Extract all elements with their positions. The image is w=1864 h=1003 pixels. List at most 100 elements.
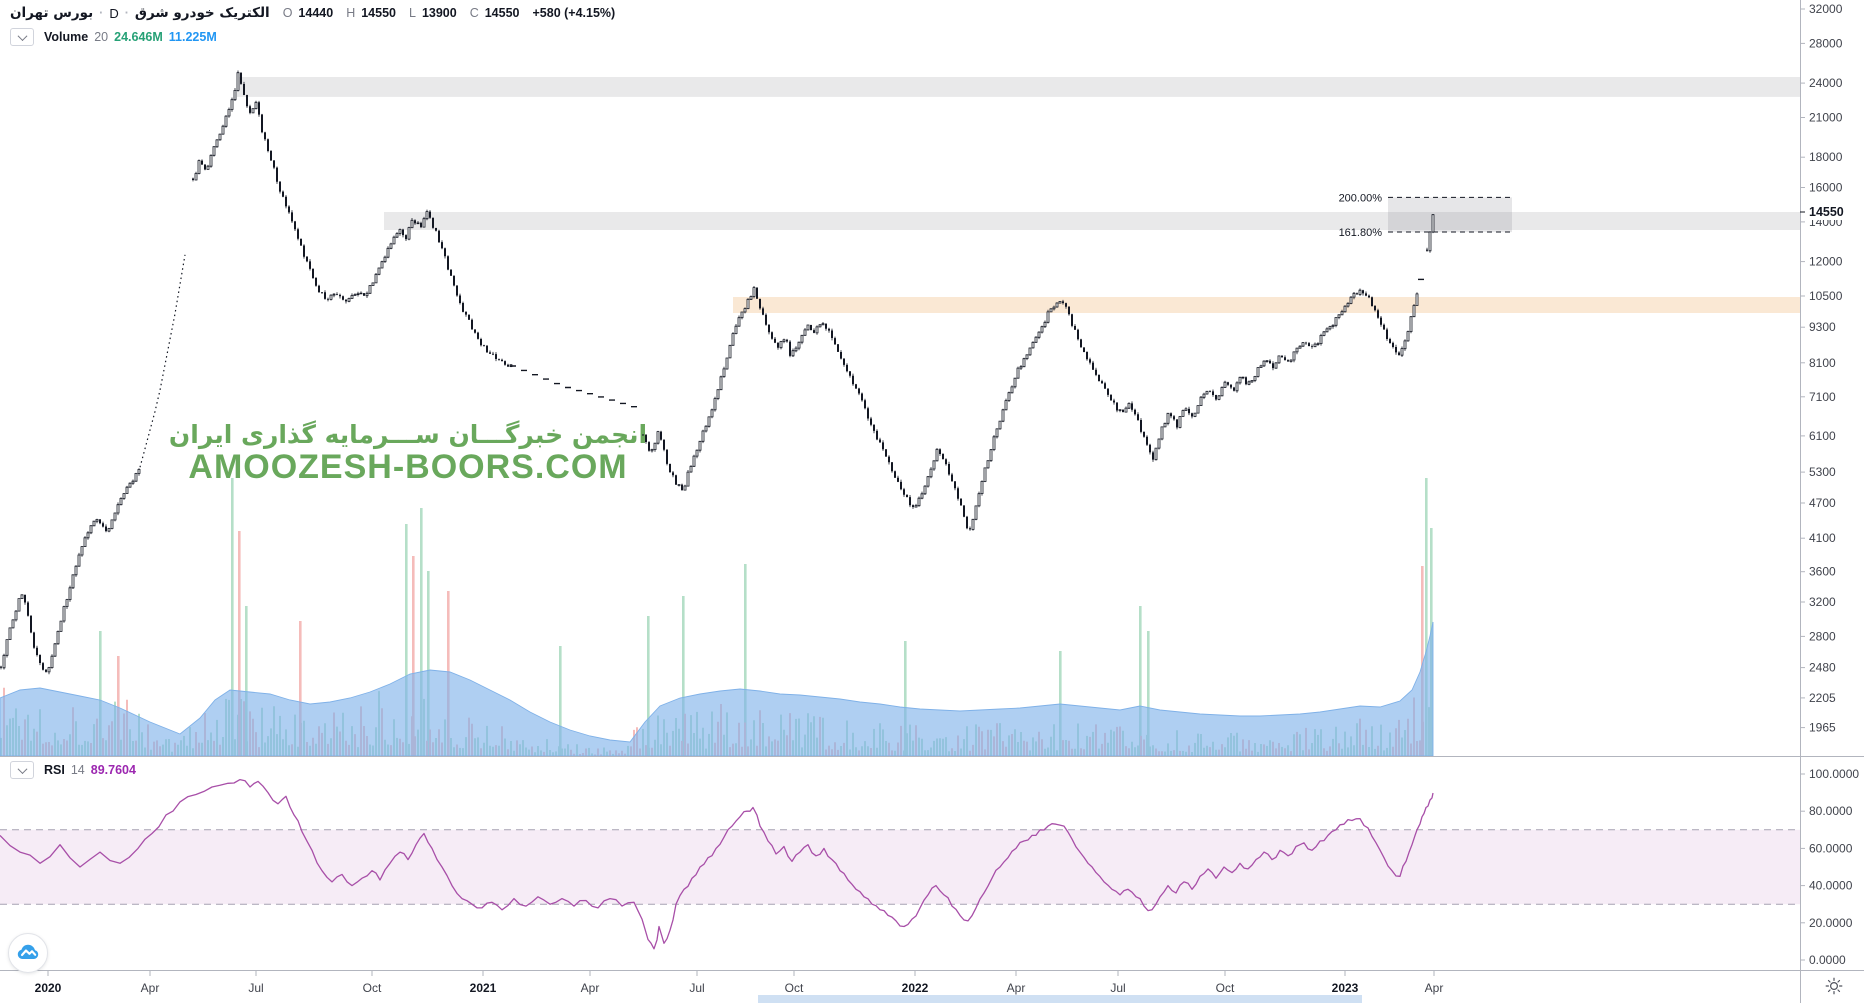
time-tick-label: Oct: [1216, 981, 1235, 995]
candle-wicks: [642, 286, 1418, 531]
time-tick-label: Jul: [248, 981, 263, 995]
price-tick-label: 2205: [1809, 691, 1836, 705]
chevron-down-icon: [17, 763, 27, 774]
fib-level-label: 161.80%: [1339, 227, 1383, 239]
theme-toggle-button[interactable]: [1824, 976, 1844, 996]
candlestick-series: [0, 70, 1435, 675]
price-tick-label: 7100: [1809, 390, 1836, 404]
price-tick-label: 2800: [1809, 629, 1836, 643]
watermark-line-domain: AMOOZESH-BOORS.COM: [188, 448, 627, 486]
time-tick-label: 2020: [35, 981, 62, 995]
separator-dot: ·: [99, 6, 104, 20]
chevron-down-icon: [17, 30, 27, 41]
candles-down: [192, 72, 509, 367]
price-tick-label: 28000: [1809, 36, 1843, 50]
candles-down: [642, 287, 1400, 530]
fib-zone[interactable]: [1388, 197, 1512, 233]
price-zones: [237, 77, 1800, 313]
price-tick-label: 1965: [1809, 721, 1836, 735]
price-tick-label: 4700: [1809, 496, 1836, 510]
price-tick-label: 8100: [1809, 356, 1836, 370]
price-tick-label: 16000: [1809, 181, 1843, 195]
volume-indicator-title[interactable]: Volume: [44, 30, 89, 44]
symbol-legend: بورس تهران · D · الکتریک خودرو شرق O 144…: [10, 5, 615, 21]
price-tick-label: 5300: [1809, 465, 1836, 479]
candles-down: [0, 519, 107, 672]
rsi-band: [0, 829, 1800, 905]
collapse-rsi-button[interactable]: [10, 761, 34, 779]
candles-up: [650, 287, 1419, 530]
halted-trading-dash-marks: [510, 365, 637, 408]
rsi-value: 89.7604: [90, 763, 136, 777]
price-tick-label: 32000: [1809, 2, 1843, 16]
price-tick-label: 24000: [1809, 76, 1843, 90]
time-tick-label: Apr: [581, 981, 600, 995]
close-value: 14550: [484, 6, 520, 20]
candles-up: [194, 72, 513, 367]
time-tick-label: Jul: [1110, 981, 1125, 995]
demand-zone-orange[interactable]: [733, 297, 1800, 313]
rsi-indicator-legend: RSI 14 89.7604: [10, 761, 136, 779]
loaded-range-strip: [758, 995, 1362, 1003]
supply-zone-mid[interactable]: [384, 212, 1800, 230]
watermark-line-persian: انجمن خبرگـــان ســـرمایه گذاری ایران: [169, 420, 647, 450]
time-tick-label: Apr: [141, 981, 160, 995]
fib-extension-tool[interactable]: 200.00% 161.80%: [1339, 192, 1512, 239]
fib-level-label: 200.00%: [1339, 192, 1383, 204]
symbol-name[interactable]: الکتریک خودرو شرق: [134, 5, 270, 21]
time-tick-label: 2023: [1332, 981, 1359, 995]
separator-dot: ·: [124, 6, 129, 20]
price-tick-label: 21000: [1809, 110, 1843, 124]
candles-up: [1428, 214, 1435, 252]
supply-zone-upper[interactable]: [237, 77, 1800, 97]
cloud-mountain-logo-icon: [17, 944, 39, 959]
price-tick-label: 3200: [1809, 595, 1836, 609]
rsi-tick-label: 80.0000: [1809, 804, 1853, 818]
watermark: انجمن خبرگـــان ســـرمایه گذاری ایرانAMO…: [169, 420, 647, 486]
time-tick-label: 2022: [902, 981, 929, 995]
price-tick-label: 18000: [1809, 150, 1843, 164]
last-price-label: 14550: [1809, 205, 1844, 219]
time-tick-label: Apr: [1425, 981, 1444, 995]
last-price-label-bg: [1801, 203, 1861, 220]
time-axis[interactable]: 2020 Apr Jul Oct 2021 Apr Jul Oct 2022 Apr Jul Oct 2…: [35, 970, 1444, 1003]
candle-wicks: [0, 468, 140, 675]
rsi-indicator-title[interactable]: RSI: [44, 763, 65, 777]
rsi-tick-label: 60.0000: [1809, 841, 1853, 855]
time-tick-label: 2021: [470, 981, 497, 995]
change-value: +580 (+4.15%): [532, 6, 616, 20]
rsi-line: [0, 778, 1434, 950]
exchange-name[interactable]: بورس تهران: [10, 5, 94, 21]
open-label: O: [282, 6, 293, 20]
price-tick-label: 2480: [1809, 661, 1836, 675]
timeframe-label[interactable]: D: [109, 5, 119, 21]
rsi-tick-label: 20.0000: [1809, 916, 1853, 930]
price-tick-label: 12000: [1809, 255, 1843, 269]
rsi-tick-label: 40.0000: [1809, 879, 1853, 893]
time-tick-label: Oct: [785, 981, 804, 995]
collapse-volume-button[interactable]: [10, 28, 34, 46]
rsi-length: 14: [70, 763, 85, 777]
volume-histogram: [0, 478, 1434, 757]
time-tick-label: Jul: [689, 981, 704, 995]
price-tick-label: 4100: [1809, 531, 1836, 545]
high-value: 14550: [361, 6, 396, 20]
high-label: H: [346, 6, 356, 20]
time-tick-label: Oct: [363, 981, 382, 995]
volume-indicator-legend: Volume 20 24.646M 11.225M: [10, 28, 217, 46]
rsi-tick-label: 0.0000: [1809, 953, 1846, 967]
rsi-pane: [0, 778, 1800, 950]
price-axis[interactable]: 3200028000240002100018000160001400012000…: [1800, 2, 1861, 967]
volume-ma-length: 20: [94, 30, 109, 44]
price-tick-label: 6100: [1809, 429, 1836, 443]
candles-up: [2, 469, 141, 673]
site-logo-button[interactable]: [8, 933, 48, 973]
low-label: L: [408, 6, 416, 20]
sun-icon: [1825, 977, 1843, 995]
candles-down: [1426, 249, 1428, 251]
price-tick-label: 3600: [1809, 565, 1836, 579]
close-label: C: [469, 6, 479, 20]
volume-current-value: 24.646M: [114, 30, 163, 44]
price-tick-label: 10500: [1809, 289, 1843, 303]
